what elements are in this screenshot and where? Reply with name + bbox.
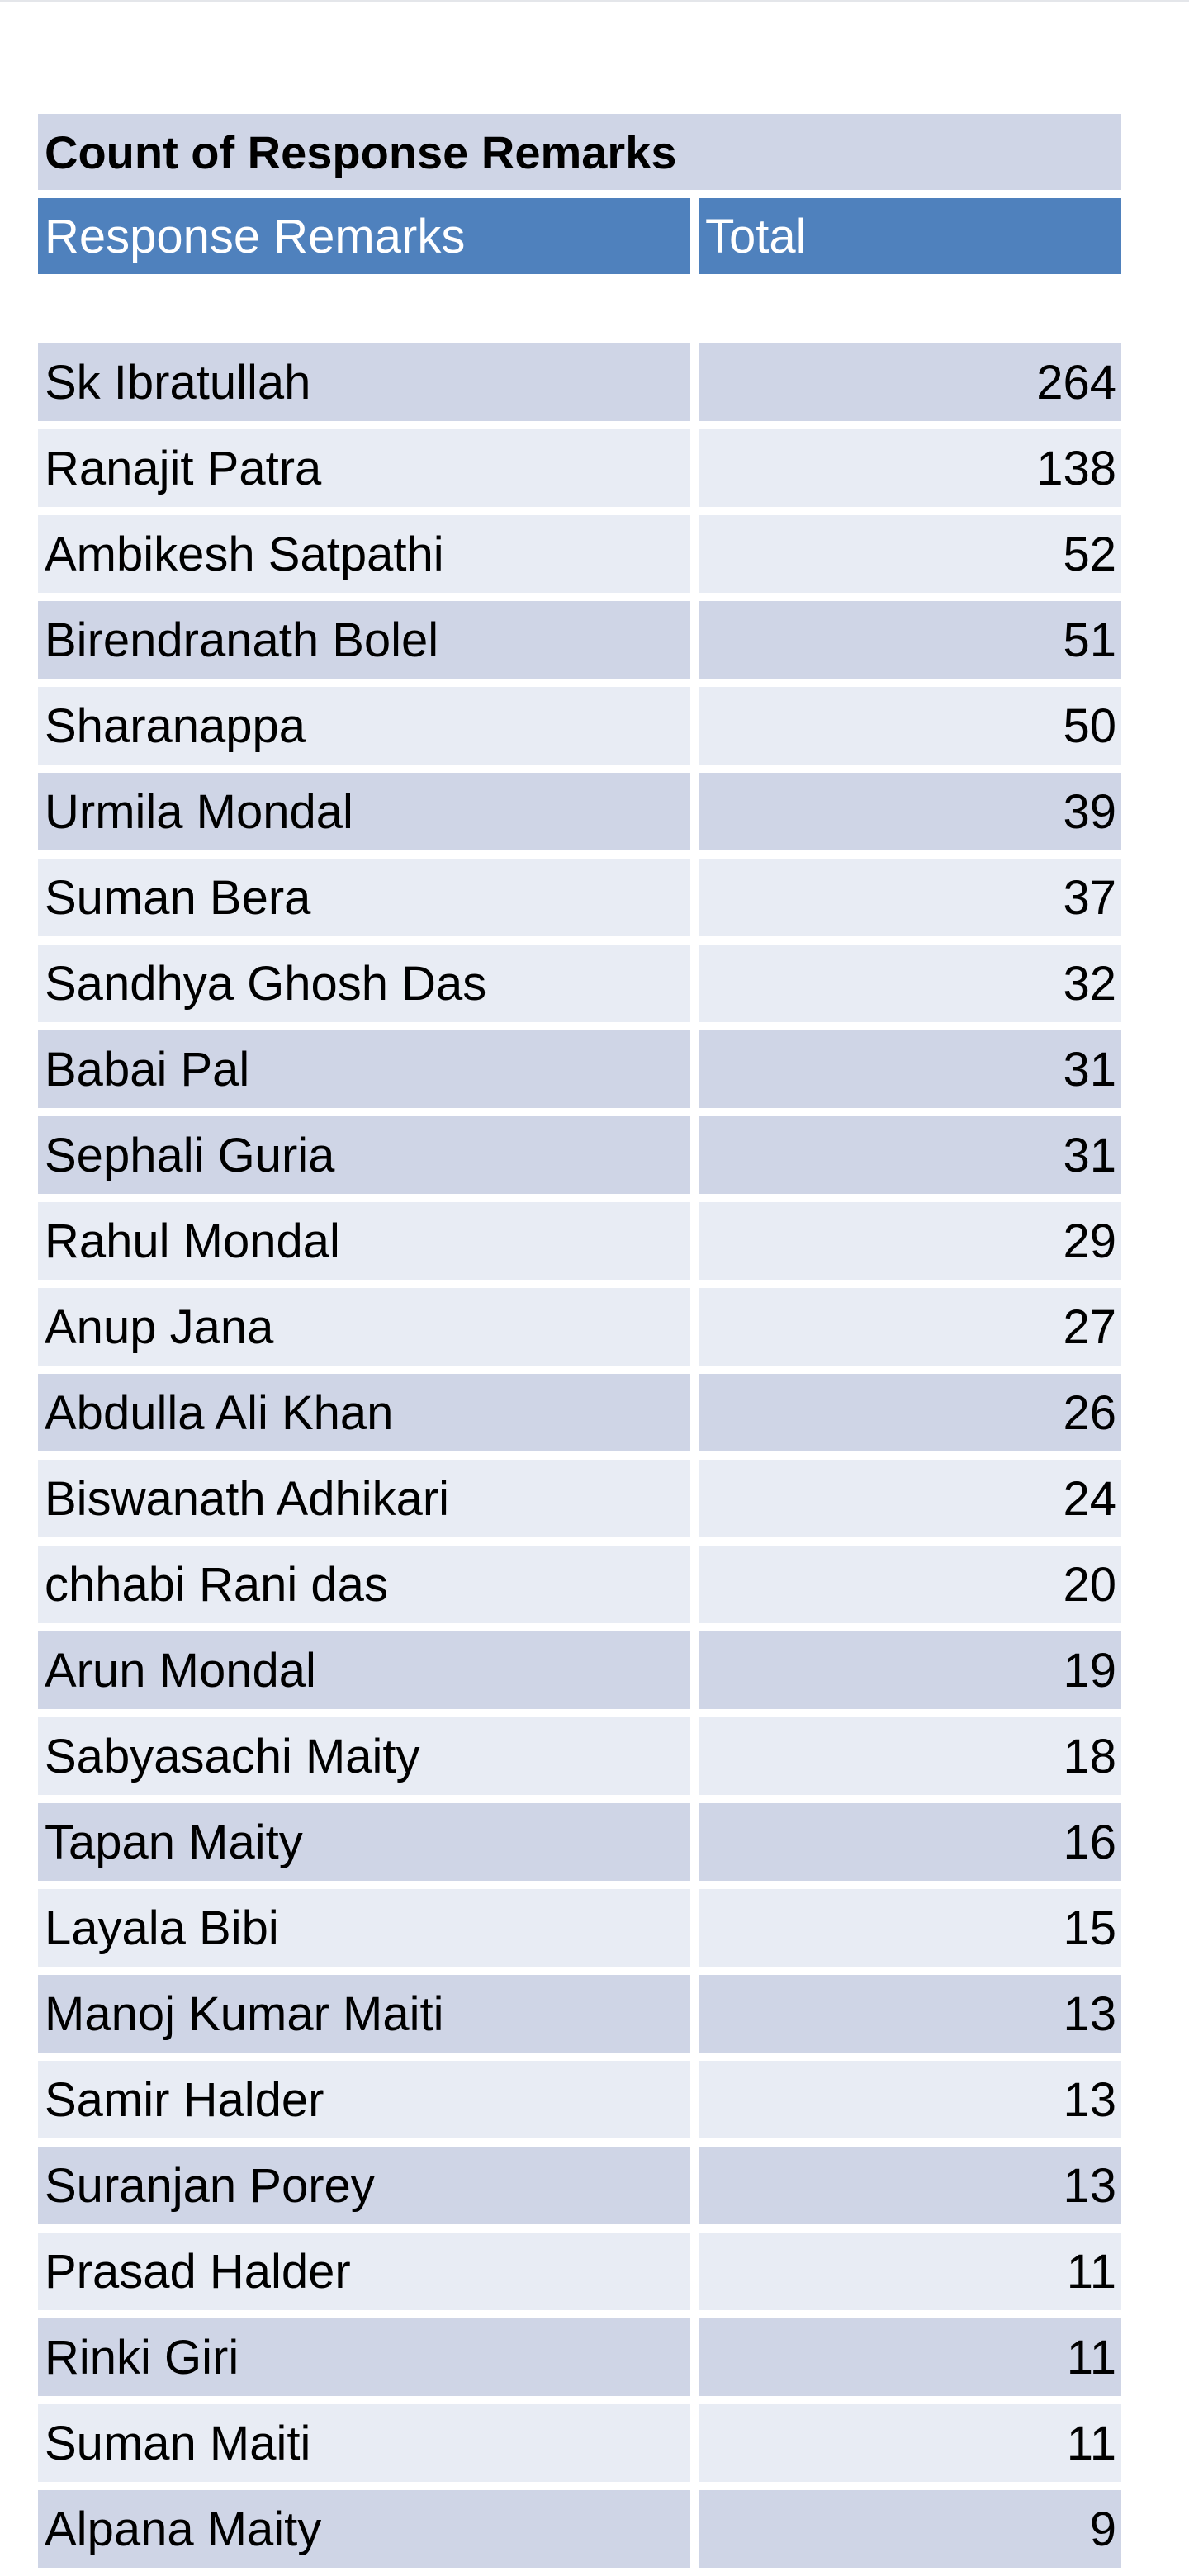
row-total-cell[interactable]: 31 (699, 1030, 1121, 1108)
table-row: Suranjan Porey 13 (38, 2147, 1121, 2224)
row-total-cell[interactable]: 15 (699, 1889, 1121, 1967)
row-name-cell[interactable]: Arun Mondal (38, 1631, 690, 1709)
table-row: Sharanappa 50 (38, 687, 1121, 765)
row-name-cell[interactable]: chhabi Rani das (38, 1546, 690, 1623)
row-total-cell[interactable]: 29 (699, 1202, 1121, 1280)
row-total-cell[interactable]: 138 (699, 429, 1121, 507)
row-name-cell[interactable]: Suman Maiti (38, 2404, 690, 2482)
table-title: Count of Response Remarks (38, 114, 1121, 190)
row-name-cell[interactable]: Urmila Mondal (38, 773, 690, 850)
row-name-cell[interactable]: Samir Halder (38, 2061, 690, 2138)
row-total-cell[interactable]: 32 (699, 945, 1121, 1022)
table-row: Arun Mondal 19 (38, 1631, 1121, 1709)
row-name-cell[interactable]: Sharanappa (38, 687, 690, 765)
row-name-cell[interactable]: Ranajit Patra (38, 429, 690, 507)
table-row: Tapan Maity 16 (38, 1803, 1121, 1881)
row-total-cell[interactable]: 39 (699, 773, 1121, 850)
row-total-cell[interactable]: 9 (699, 2490, 1121, 2568)
row-total-cell[interactable]: 11 (699, 2404, 1121, 2482)
column-header-total[interactable]: Total (699, 198, 1121, 274)
row-total-cell[interactable]: 13 (699, 2061, 1121, 2138)
table-row: Babai Pal 31 (38, 1030, 1121, 1108)
table-row: Suman Bera 37 (38, 859, 1121, 936)
row-name-cell[interactable]: Suranjan Porey (38, 2147, 690, 2224)
table-row: Suman Maiti 11 (38, 2404, 1121, 2482)
row-name-cell[interactable]: Abdulla Ali Khan (38, 1374, 690, 1451)
row-total-cell[interactable]: 16 (699, 1803, 1121, 1881)
row-name-cell[interactable]: Anup Jana (38, 1288, 690, 1366)
row-name-cell[interactable]: Babai Pal (38, 1030, 690, 1108)
table-row: Abdulla Ali Khan 26 (38, 1374, 1121, 1451)
pivot-table: Count of Response Remarks Response Remar… (38, 114, 1121, 2568)
table-row: Urmila Mondal 39 (38, 773, 1121, 850)
table-row: Anup Jana 27 (38, 1288, 1121, 1366)
table-row: Layala Bibi 15 (38, 1889, 1121, 1967)
row-name-cell[interactable]: Manoj Kumar Maiti (38, 1975, 690, 2053)
row-name-cell[interactable]: Layala Bibi (38, 1889, 690, 1967)
table-row: chhabi Rani das 20 (38, 1546, 1121, 1623)
row-name-cell[interactable]: Sabyasachi Maity (38, 1717, 690, 1795)
row-total-cell[interactable]: 37 (699, 859, 1121, 936)
row-total-cell[interactable]: 13 (699, 1975, 1121, 2053)
row-total-cell[interactable]: 18 (699, 1717, 1121, 1795)
row-name-cell[interactable]: Rahul Mondal (38, 1202, 690, 1280)
row-name-cell[interactable]: Alpana Maity (38, 2490, 690, 2568)
table-row: Samir Halder 13 (38, 2061, 1121, 2138)
row-name-cell[interactable]: Biswanath Adhikari (38, 1460, 690, 1537)
row-total-cell[interactable]: 20 (699, 1546, 1121, 1623)
table-row: Sabyasachi Maity 18 (38, 1717, 1121, 1795)
row-name-cell[interactable]: Sandhya Ghosh Das (38, 945, 690, 1022)
row-name-cell[interactable]: Sephali Guria (38, 1116, 690, 1194)
table-row: Sandhya Ghosh Das 32 (38, 945, 1121, 1022)
row-total-cell[interactable]: 51 (699, 601, 1121, 679)
row-name-cell[interactable]: Prasad Halder (38, 2233, 690, 2310)
table-row: Ambikesh Satpathi 52 (38, 515, 1121, 593)
row-name-cell[interactable]: Rinki Giri (38, 2318, 690, 2396)
table-body: Sk Ibratullah 264 Ranajit Patra 138 Ambikesh… (38, 343, 1121, 2568)
table-row: Ranajit Patra 138 (38, 429, 1121, 507)
row-total-cell[interactable]: 50 (699, 687, 1121, 765)
row-total-cell[interactable]: 264 (699, 343, 1121, 421)
row-total-cell[interactable]: 11 (699, 2318, 1121, 2396)
table-row: Manoj Kumar Maiti 13 (38, 1975, 1121, 2053)
row-name-cell[interactable]: Sk Ibratullah (38, 343, 690, 421)
row-name-cell[interactable]: Suman Bera (38, 859, 690, 936)
table-header-row: Response Remarks Total (38, 198, 1121, 274)
table-row: Alpana Maity 9 (38, 2490, 1121, 2568)
row-total-cell[interactable]: 11 (699, 2233, 1121, 2310)
row-total-cell[interactable]: 27 (699, 1288, 1121, 1366)
table-row: Sephali Guria 31 (38, 1116, 1121, 1194)
blank-row (38, 274, 1121, 343)
top-divider (0, 0, 1189, 2)
row-name-cell[interactable]: Birendranath Bolel (38, 601, 690, 679)
row-total-cell[interactable]: 19 (699, 1631, 1121, 1709)
table-row: Rahul Mondal 29 (38, 1202, 1121, 1280)
table-row: Prasad Halder 11 (38, 2233, 1121, 2310)
row-total-cell[interactable]: 31 (699, 1116, 1121, 1194)
row-total-cell[interactable]: 52 (699, 515, 1121, 593)
table-row: Biswanath Adhikari 24 (38, 1460, 1121, 1537)
column-header-response-remarks[interactable]: Response Remarks (38, 198, 690, 274)
row-total-cell[interactable]: 13 (699, 2147, 1121, 2224)
row-name-cell[interactable]: Tapan Maity (38, 1803, 690, 1881)
table-row: Birendranath Bolel 51 (38, 601, 1121, 679)
row-total-cell[interactable]: 26 (699, 1374, 1121, 1451)
table-row: Sk Ibratullah 264 (38, 343, 1121, 421)
table-row: Rinki Giri 11 (38, 2318, 1121, 2396)
row-total-cell[interactable]: 24 (699, 1460, 1121, 1537)
row-name-cell[interactable]: Ambikesh Satpathi (38, 515, 690, 593)
